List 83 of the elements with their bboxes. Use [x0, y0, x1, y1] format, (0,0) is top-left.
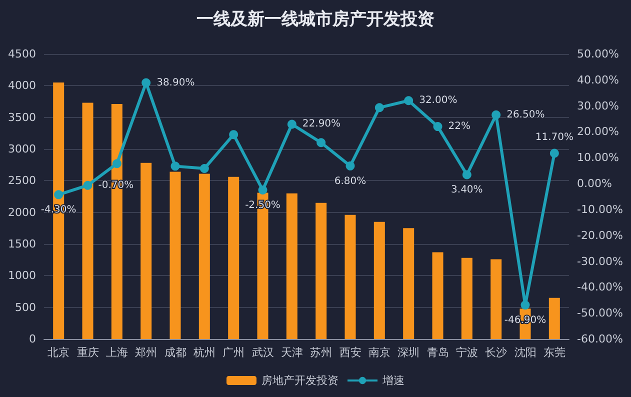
point — [316, 138, 326, 148]
x-tick-label: 宁波 — [456, 346, 478, 359]
point — [200, 164, 209, 174]
y-tick-label: 3500 — [8, 110, 36, 124]
point — [54, 190, 64, 200]
bar — [344, 214, 356, 339]
data-label: 6.80% — [334, 176, 366, 187]
x-tick-label: 郑州 — [135, 346, 158, 359]
x-tick-label: 南京 — [368, 346, 390, 359]
legend-label: 房地产开发投资 — [262, 374, 338, 387]
y2-tick-label: -10.00% — [577, 202, 623, 216]
point — [112, 159, 122, 168]
point — [492, 110, 501, 120]
x-tick-label: 沈阳 — [514, 346, 536, 359]
x-tick-label: 东莞 — [543, 346, 566, 359]
data-label: 26.50% — [506, 109, 545, 120]
x-tick-label: 武汉 — [252, 346, 274, 359]
point — [287, 120, 296, 129]
y-tick-label: 4500 — [8, 48, 36, 60]
y-tick-label: 4000 — [8, 79, 36, 92]
point — [404, 96, 414, 106]
y2-tick-label: -30.00% — [577, 254, 623, 268]
bar — [82, 102, 94, 339]
y2-tick-label: 50.00% — [577, 48, 619, 60]
x-tick-label: 深圳 — [398, 346, 420, 359]
x-tick-label: 天津 — [280, 346, 303, 359]
bar — [286, 193, 298, 339]
bar — [170, 172, 181, 339]
y-tick-label: 1500 — [8, 238, 36, 250]
bar — [228, 176, 240, 339]
chart-title: 一线及新一线城市房产开发投资 — [196, 10, 434, 30]
bar — [432, 252, 444, 339]
point — [83, 180, 92, 190]
point — [229, 130, 238, 140]
bar — [490, 259, 502, 339]
bar — [140, 162, 152, 339]
x-tick-label: 苏州 — [310, 346, 332, 359]
data-label: 3.40% — [451, 184, 483, 196]
bar — [403, 228, 414, 339]
y2-tick-label: 0.00% — [577, 177, 612, 190]
point — [550, 148, 559, 158]
bar — [316, 202, 327, 339]
y2-tick-label: 30.00% — [577, 99, 619, 112]
data-label: 32.00% — [419, 95, 458, 106]
y-tick-label: 1000 — [8, 269, 36, 282]
point — [170, 162, 180, 171]
y-tick-label: 3000 — [8, 142, 36, 156]
x-tick-label: 上海 — [106, 346, 128, 359]
legend-label: 增速 — [382, 374, 404, 387]
y2-tick-label: 40.00% — [577, 73, 619, 86]
data-label: 22.90% — [302, 118, 341, 130]
y2-tick-label: -40.00% — [577, 280, 623, 294]
x-tick-label: 杭州 — [192, 346, 216, 359]
y-tick-label: 2500 — [8, 174, 36, 188]
x-tick-label: 成都 — [164, 346, 186, 359]
y2-tick-label: -60.00% — [577, 332, 623, 346]
y-tick-label: 0 — [29, 332, 36, 346]
bar — [461, 258, 472, 339]
point — [142, 78, 151, 88]
x-tick-label: 广州 — [222, 346, 245, 359]
x-tick-label: 重庆 — [76, 346, 99, 359]
y-tick-label: 2000 — [8, 206, 36, 219]
y2-tick-label: -20.00% — [577, 228, 623, 242]
x-tick-label: 长沙 — [485, 346, 508, 359]
data-label: 38.90% — [156, 77, 195, 88]
point — [258, 186, 268, 195]
data-label: 11.70% — [535, 132, 574, 144]
bar — [548, 298, 560, 339]
bar — [198, 174, 210, 339]
x-tick-label: 西安 — [339, 346, 362, 359]
point — [433, 122, 442, 132]
x-tick-label: 青岛 — [426, 346, 449, 359]
y2-tick-label: -50.00% — [577, 306, 623, 320]
point — [346, 161, 355, 170]
x-tick-label: 北京 — [48, 346, 70, 359]
point — [374, 103, 384, 112]
bar — [374, 222, 385, 339]
data-label: 22% — [448, 121, 470, 132]
y2-tick-label: 10.00% — [577, 151, 619, 164]
point — [520, 300, 530, 310]
y2-tick-label: 20.00% — [577, 125, 619, 138]
y-tick-label: 500 — [15, 300, 36, 314]
point — [462, 170, 472, 180]
